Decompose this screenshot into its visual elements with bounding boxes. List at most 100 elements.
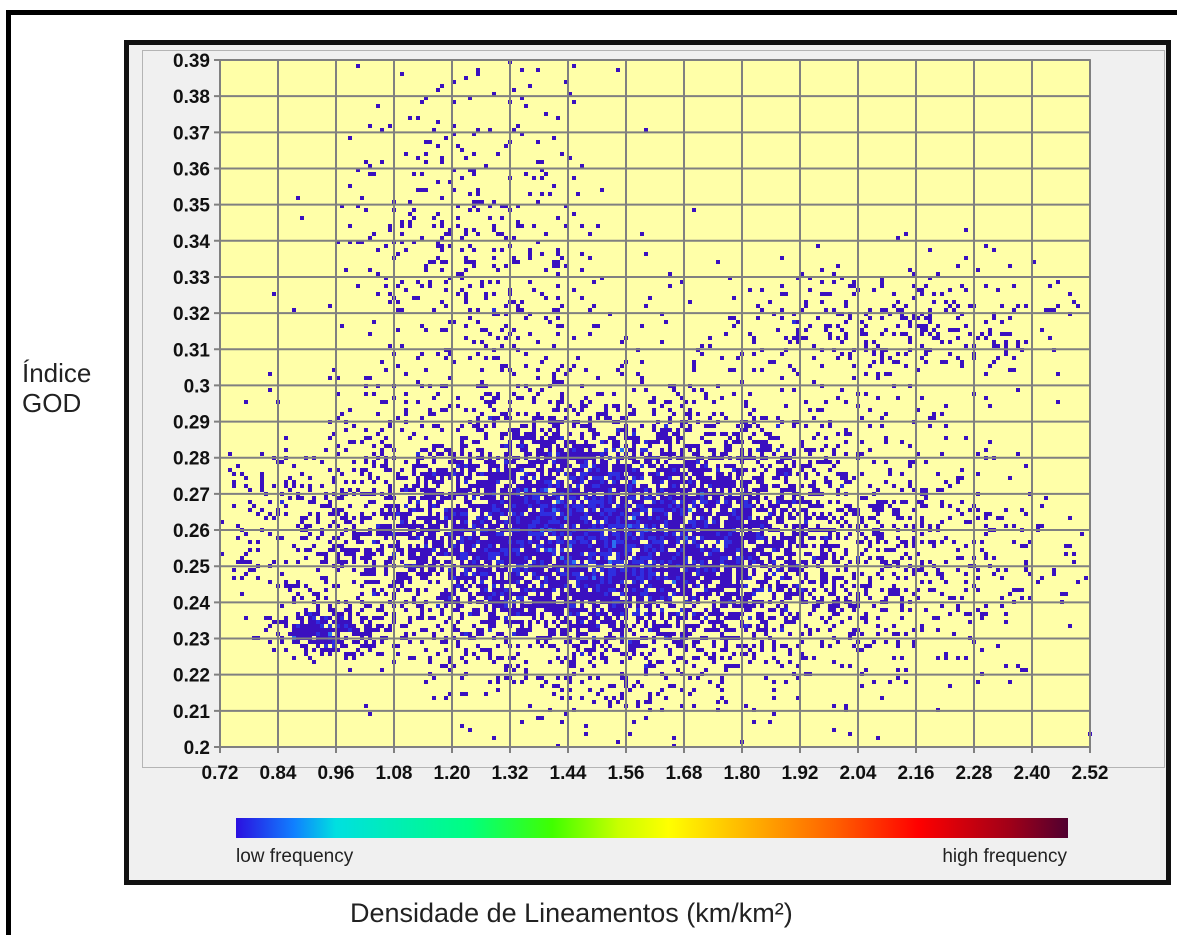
density-cell [584, 516, 588, 520]
density-cell [632, 580, 636, 584]
density-cell [928, 540, 932, 544]
density-cell [724, 532, 728, 536]
density-cell [792, 424, 796, 428]
density-cell [528, 540, 532, 544]
density-cell [828, 592, 832, 596]
density-cell [584, 424, 588, 428]
density-cell [824, 544, 828, 548]
density-cell [748, 508, 752, 512]
density-cell [752, 488, 756, 492]
density-cell [468, 548, 472, 552]
density-cell [416, 504, 420, 508]
density-cell [424, 476, 428, 480]
density-cell [456, 488, 460, 492]
density-cell [632, 500, 636, 504]
density-cell [580, 444, 584, 448]
density-cell [492, 504, 496, 508]
density-cell [604, 548, 608, 552]
density-cell [752, 652, 756, 656]
density-cell [592, 516, 596, 520]
density-cell [440, 540, 444, 544]
density-cell [800, 524, 804, 528]
density-cell [512, 668, 516, 672]
density-cell [572, 624, 576, 628]
density-cell [724, 604, 728, 608]
density-cell [260, 508, 264, 512]
density-cell [900, 472, 904, 476]
density-cell [588, 552, 592, 556]
density-cell [560, 436, 564, 440]
density-cell [684, 400, 688, 404]
density-cell [520, 520, 524, 524]
density-cell [532, 504, 536, 508]
density-cell [884, 548, 888, 552]
density-cell [688, 424, 692, 428]
density-cell [684, 512, 688, 516]
density-cell [904, 500, 908, 504]
density-cell [964, 544, 968, 548]
density-cell [500, 504, 504, 508]
density-cell [788, 544, 792, 548]
density-cell [612, 532, 616, 536]
density-cell [728, 596, 732, 600]
density-cell [568, 592, 572, 596]
density-cell [484, 608, 488, 612]
density-cell [860, 496, 864, 500]
density-cell [388, 424, 392, 428]
density-cell [492, 620, 496, 624]
density-cell [656, 520, 660, 524]
density-cell [564, 516, 568, 520]
density-cell [804, 512, 808, 516]
density-cell [500, 572, 504, 576]
density-cell [312, 616, 316, 620]
density-cell [880, 556, 884, 560]
density-cell [648, 576, 652, 580]
density-cell [796, 588, 800, 592]
density-cell [408, 556, 412, 560]
density-cell [428, 572, 432, 576]
density-cell [548, 540, 552, 544]
density-cell [692, 480, 696, 484]
density-cell [812, 436, 816, 440]
density-cell [632, 496, 636, 500]
density-cell [644, 588, 648, 592]
density-cell [724, 512, 728, 516]
density-cell [720, 584, 724, 588]
density-cell [644, 576, 648, 580]
density-cell [476, 552, 480, 556]
density-cell [640, 464, 644, 468]
density-cell [444, 524, 448, 528]
density-cell [752, 416, 756, 420]
density-cell [760, 552, 764, 556]
density-cell [752, 408, 756, 412]
density-cell [504, 464, 508, 468]
density-cell [500, 508, 504, 512]
density-cell [748, 424, 752, 428]
density-cell [556, 624, 560, 628]
density-cell [908, 516, 912, 520]
density-cell [524, 448, 528, 452]
density-cell [404, 288, 408, 292]
density-cell [704, 576, 708, 580]
density-cell [800, 652, 804, 656]
density-cell [1000, 516, 1004, 520]
density-cell [520, 560, 524, 564]
density-cell [348, 552, 352, 556]
density-cell [440, 452, 444, 456]
density-cell [384, 532, 388, 536]
density-cell [704, 468, 708, 472]
density-cell [628, 588, 632, 592]
density-cell [664, 536, 668, 540]
density-cell [528, 644, 532, 648]
density-cell [652, 500, 656, 504]
density-cell [696, 548, 700, 552]
density-cell [432, 480, 436, 484]
density-cell [716, 484, 720, 488]
density-cell [444, 592, 448, 596]
density-cell [832, 560, 836, 564]
density-cell [512, 608, 516, 612]
density-cell [512, 576, 516, 580]
density-cell [724, 560, 728, 564]
density-cell [380, 508, 384, 512]
density-cell [304, 524, 308, 528]
